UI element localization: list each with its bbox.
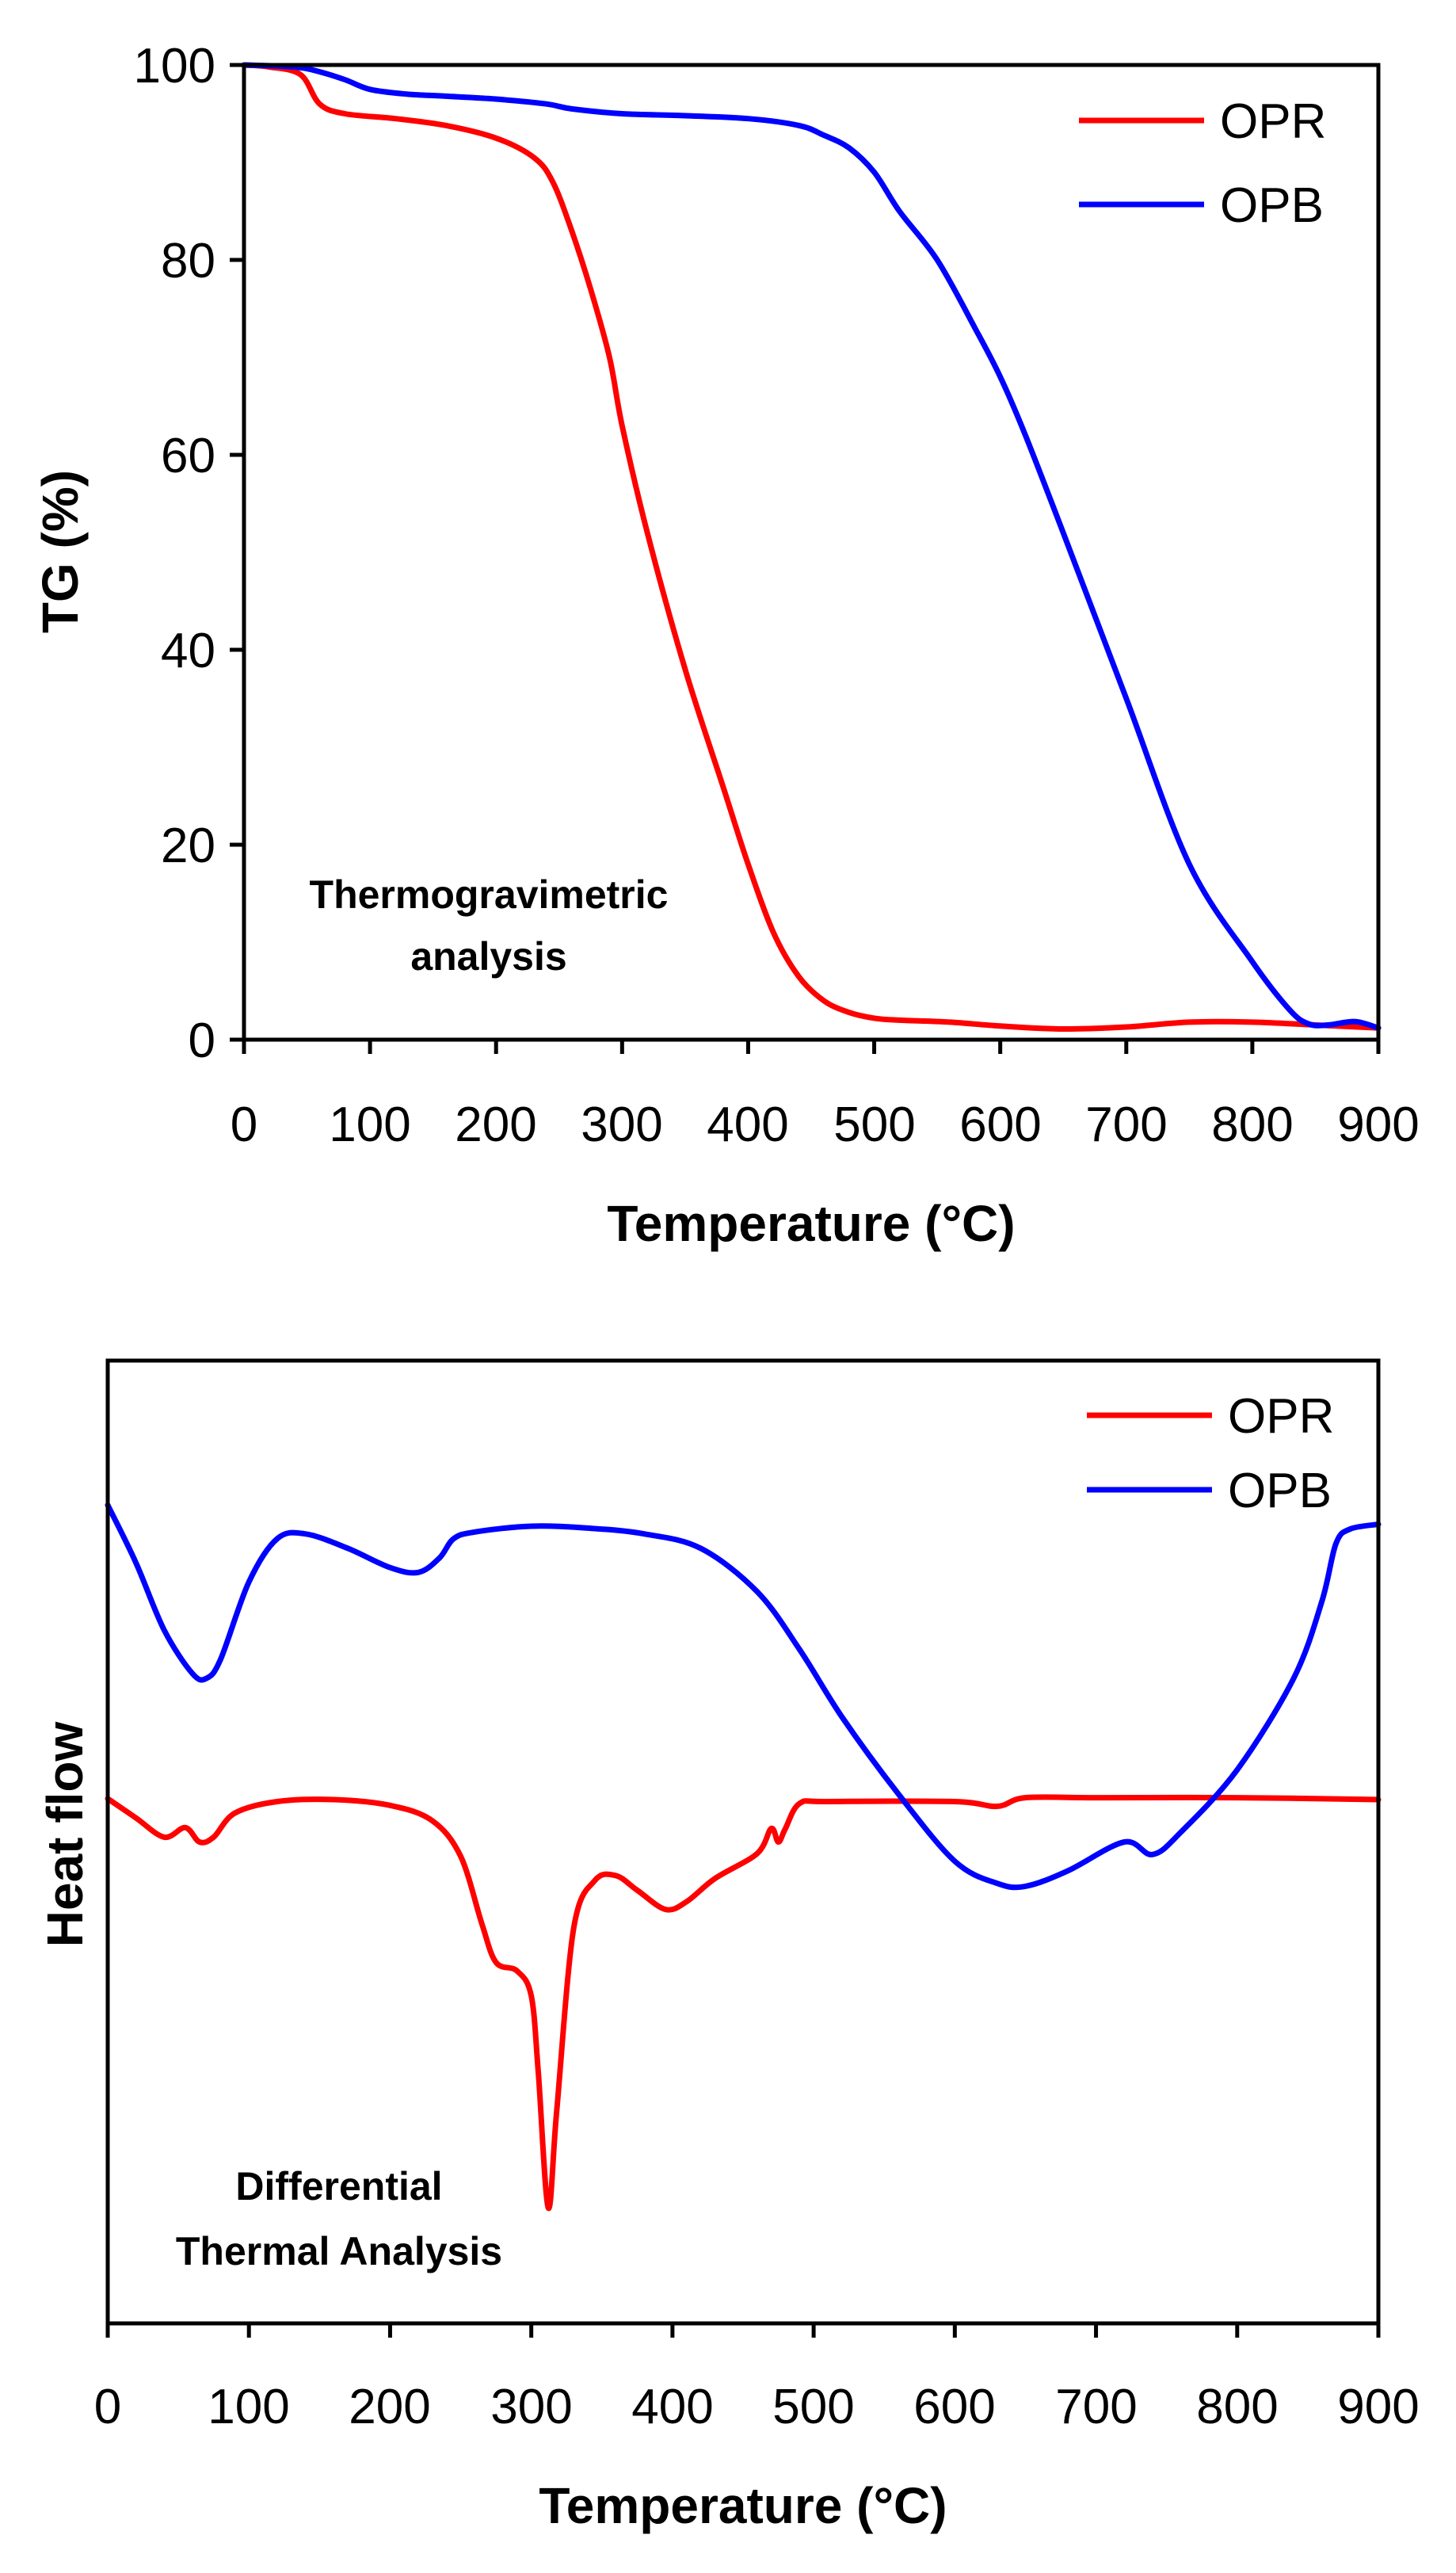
dta-series-layer xyxy=(105,1502,1382,2212)
tg-x-tick-label: 600 xyxy=(959,1098,1041,1152)
tg-y-tick-label: 80 xyxy=(161,234,215,288)
tg-chart: 0 20 40 60 80 100 0 100 200 300 400 500 … xyxy=(32,39,1420,1252)
dta-series-opr-line xyxy=(105,1794,1382,2212)
tg-x-tick-label: 700 xyxy=(1085,1098,1167,1152)
tg-legend-label-opr: OPR xyxy=(1220,94,1326,149)
tg-x-tick-label: 300 xyxy=(581,1098,662,1152)
dta-x-tick-label: 900 xyxy=(1337,2380,1419,2434)
tg-y-tick-label: 100 xyxy=(134,39,215,94)
tg-annotation-line-2: analysis xyxy=(410,934,566,979)
dta-x-tick-label: 200 xyxy=(349,2380,430,2434)
dta-x-tick-label: 100 xyxy=(208,2380,289,2434)
tg-y-tick-label: 20 xyxy=(161,819,215,873)
dta-x-tick-label: 500 xyxy=(772,2380,854,2434)
tg-x-tick-label: 200 xyxy=(455,1098,536,1152)
tg-annotation-line-1: Thermogravimetric xyxy=(310,872,669,917)
tg-y-tick-label: 60 xyxy=(161,429,215,483)
dta-legend-label-opr: OPR xyxy=(1228,1389,1334,1444)
dta-x-tick-label: 0 xyxy=(94,2380,121,2434)
tg-tick-marks xyxy=(230,63,1381,1054)
dta-x-tick-label: 700 xyxy=(1055,2380,1137,2434)
tg-y-tick-label: 0 xyxy=(189,1014,215,1068)
dta-x-tick-label: 400 xyxy=(631,2380,713,2434)
tg-series-opb-line xyxy=(241,62,1382,1031)
tg-x-tick-label: 900 xyxy=(1337,1098,1419,1152)
dta-x-tick-label: 800 xyxy=(1196,2380,1278,2434)
tg-legend: OPR OPB xyxy=(1079,94,1326,233)
dta-annotation-line-1: Differential xyxy=(235,2164,442,2208)
tg-x-tick-label: 400 xyxy=(707,1098,788,1152)
tg-series-opr-line xyxy=(241,62,1382,1033)
tg-x-tick-label: 0 xyxy=(231,1098,257,1152)
tg-y-axis-title: TG (%) xyxy=(32,470,89,633)
tg-x-axis-title: Temperature (°C) xyxy=(607,1195,1015,1252)
dta-x-tick-label: 600 xyxy=(913,2380,995,2434)
tg-series-layer xyxy=(241,62,1382,1033)
tg-x-tick-label: 500 xyxy=(833,1098,915,1152)
dta-annotation-line-2: Thermal Analysis xyxy=(176,2229,502,2273)
tg-x-tick-label: 100 xyxy=(329,1098,410,1152)
tg-legend-label-opb: OPB xyxy=(1220,178,1324,233)
dta-x-axis-title: Temperature (°C) xyxy=(539,2477,947,2534)
dta-legend-label-opb: OPB xyxy=(1228,1464,1332,1518)
dta-x-tick-label: 300 xyxy=(490,2380,572,2434)
dta-tick-marks xyxy=(105,2323,1381,2338)
tg-y-tick-label: 40 xyxy=(161,624,215,678)
dta-legend: OPR OPB xyxy=(1087,1389,1334,1518)
tg-x-tick-label: 800 xyxy=(1211,1098,1293,1152)
dta-chart: 0 100 200 300 400 500 600 700 800 900 Te… xyxy=(36,1358,1420,2534)
tg-plot-frame xyxy=(242,63,1381,1042)
dta-y-axis-title: Heat flow xyxy=(36,1722,93,1948)
dta-series-opb-line xyxy=(105,1502,1382,1891)
dta-plot-frame xyxy=(105,1358,1381,2326)
